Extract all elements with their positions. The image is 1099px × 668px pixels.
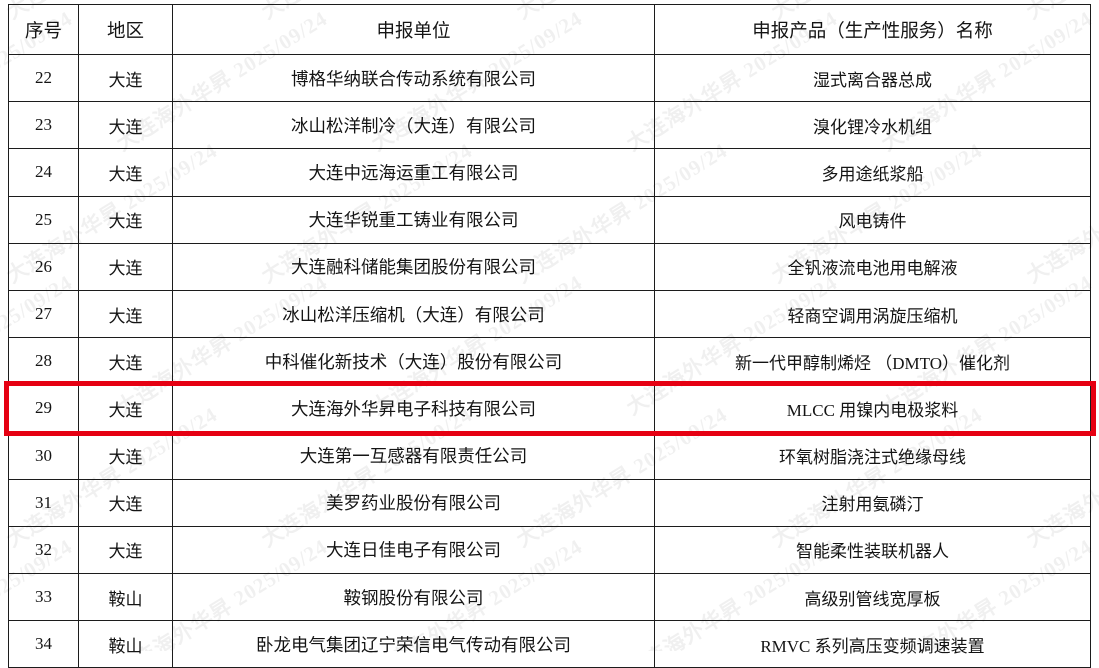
cell-unit: 鞍钢股份有限公司 bbox=[172, 573, 655, 622]
table-header: 序号 地区 申报单位 申报产品（生产性服务）名称 bbox=[8, 4, 1091, 55]
table-row: 23 大连 冰山松洋制冷（大连）有限公司 溴化锂冷水机组 bbox=[8, 101, 1091, 150]
cell-index: 29 bbox=[8, 384, 79, 433]
cell-unit: 博格华纳联合传动系统有限公司 bbox=[172, 53, 655, 103]
cell-region: 大连 bbox=[78, 289, 173, 339]
table-row: 29 大连 大连海外华昇电子科技有限公司 MLCC 用镍内电极浆料 bbox=[8, 384, 1091, 433]
cell-region: 鞍山 bbox=[78, 620, 173, 668]
table-row: 24 大连 大连中远海运重工有限公司 多用途纸浆船 bbox=[8, 148, 1091, 197]
cell-unit: 中科催化新技术（大连）股份有限公司 bbox=[172, 337, 655, 386]
cell-index: 22 bbox=[8, 53, 79, 103]
cell-index: 33 bbox=[8, 573, 79, 622]
cell-region: 大连 bbox=[78, 195, 173, 244]
cell-unit: 冰山松洋压缩机（大连）有限公司 bbox=[172, 289, 655, 339]
cell-product: 智能柔性装联机器人 bbox=[654, 525, 1091, 575]
table-row: 30 大连 大连第一互感器有限责任公司 环氧树脂浇注式绝缘母线 bbox=[8, 431, 1091, 480]
cell-product: 新一代甲醇制烯烃 （DMTO）催化剂 bbox=[654, 337, 1091, 386]
cell-unit: 卧龙电气集团辽宁荣信电气传动有限公司 bbox=[172, 620, 655, 668]
cell-unit: 美罗药业股份有限公司 bbox=[172, 478, 655, 527]
table-row: 26 大连 大连融科储能集团股份有限公司 全钒液流电池用电解液 bbox=[8, 242, 1091, 291]
cell-index: 27 bbox=[8, 289, 79, 339]
column-header-index: 序号 bbox=[8, 4, 79, 55]
column-header-unit: 申报单位 bbox=[172, 4, 655, 55]
table-row: 27 大连 冰山松洋压缩机（大连）有限公司 轻商空调用涡旋压缩机 bbox=[8, 289, 1091, 339]
table-row: 31 大连 美罗药业股份有限公司 注射用氨磷汀 bbox=[8, 478, 1091, 527]
cell-product: 注射用氨磷汀 bbox=[654, 478, 1091, 527]
cell-product: MLCC 用镍内电极浆料 bbox=[654, 384, 1091, 433]
table-row: 25 大连 大连华锐重工铸业有限公司 风电铸件 bbox=[8, 195, 1091, 244]
cell-region: 大连 bbox=[78, 478, 173, 527]
cell-product: 多用途纸浆船 bbox=[654, 148, 1091, 197]
cell-unit: 大连融科储能集团股份有限公司 bbox=[172, 242, 655, 291]
cell-region: 鞍山 bbox=[78, 573, 173, 622]
table-body: 22 大连 博格华纳联合传动系统有限公司 湿式离合器总成 23 大连 冰山松洋制冷（大连）有… bbox=[8, 53, 1091, 668]
column-header-product: 申报产品（生产性服务）名称 bbox=[654, 4, 1091, 55]
cell-index: 25 bbox=[8, 195, 79, 244]
cell-index: 31 bbox=[8, 478, 79, 527]
cell-region: 大连 bbox=[78, 384, 173, 433]
table-row: 28 大连 中科催化新技术（大连）股份有限公司 新一代甲醇制烯烃 （DMTO）催化剂 bbox=[8, 337, 1091, 386]
approval-list-table: 序号 地区 申报单位 申报产品（生产性服务）名称 22 大连 博格华纳联合传动系统有… bbox=[8, 4, 1091, 668]
cell-region: 大连 bbox=[78, 148, 173, 197]
cell-unit: 大连华锐重工铸业有限公司 bbox=[172, 195, 655, 244]
cell-region: 大连 bbox=[78, 337, 173, 386]
cell-unit: 大连日佳电子有限公司 bbox=[172, 525, 655, 575]
cell-index: 32 bbox=[8, 525, 79, 575]
cell-region: 大连 bbox=[78, 242, 173, 291]
table-row: 34 鞍山 卧龙电气集团辽宁荣信电气传动有限公司 RMVC 系列高压变频调速装置 bbox=[8, 620, 1091, 668]
cell-index: 23 bbox=[8, 101, 79, 150]
cell-region: 大连 bbox=[78, 431, 173, 480]
cell-index: 34 bbox=[8, 620, 79, 668]
cell-index: 24 bbox=[8, 148, 79, 197]
cell-product: 风电铸件 bbox=[654, 195, 1091, 244]
cell-region: 大连 bbox=[78, 53, 173, 103]
cell-product: 溴化锂冷水机组 bbox=[654, 101, 1091, 150]
cell-unit: 冰山松洋制冷（大连）有限公司 bbox=[172, 101, 655, 150]
column-header-region: 地区 bbox=[78, 4, 173, 55]
cell-unit: 大连海外华昇电子科技有限公司 bbox=[172, 384, 655, 433]
cell-index: 26 bbox=[8, 242, 79, 291]
cell-product: 全钒液流电池用电解液 bbox=[654, 242, 1091, 291]
cell-product: 轻商空调用涡旋压缩机 bbox=[654, 289, 1091, 339]
table-row: 33 鞍山 鞍钢股份有限公司 高级别管线宽厚板 bbox=[8, 573, 1091, 622]
cell-region: 大连 bbox=[78, 525, 173, 575]
cell-product: 环氧树脂浇注式绝缘母线 bbox=[654, 431, 1091, 480]
table-row: 32 大连 大连日佳电子有限公司 智能柔性装联机器人 bbox=[8, 525, 1091, 575]
cell-index: 28 bbox=[8, 337, 79, 386]
cell-region: 大连 bbox=[78, 101, 173, 150]
table-container: 序号 地区 申报单位 申报产品（生产性服务）名称 22 大连 博格华纳联合传动系统有… bbox=[8, 4, 1091, 668]
table-row: 22 大连 博格华纳联合传动系统有限公司 湿式离合器总成 bbox=[8, 53, 1091, 103]
cell-product: 湿式离合器总成 bbox=[654, 53, 1091, 103]
cell-unit: 大连第一互感器有限责任公司 bbox=[172, 431, 655, 480]
cell-index: 30 bbox=[8, 431, 79, 480]
header-row: 序号 地区 申报单位 申报产品（生产性服务）名称 bbox=[8, 4, 1091, 55]
cell-product: RMVC 系列高压变频调速装置 bbox=[654, 620, 1091, 668]
cell-unit: 大连中远海运重工有限公司 bbox=[172, 148, 655, 197]
cell-product: 高级别管线宽厚板 bbox=[654, 573, 1091, 622]
